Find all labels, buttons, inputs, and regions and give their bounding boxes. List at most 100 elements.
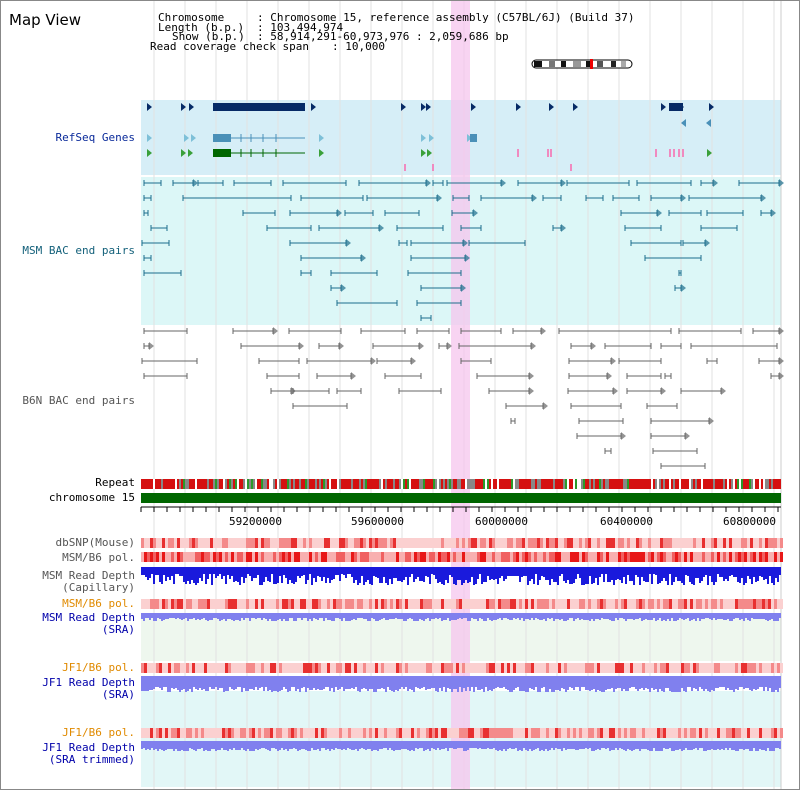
depth-bar xyxy=(213,676,215,689)
depth-bar xyxy=(445,567,447,580)
depth-bar xyxy=(631,567,633,581)
depth-bar xyxy=(197,613,199,619)
heat-segment xyxy=(615,538,618,548)
heat-segment xyxy=(594,663,597,673)
depth-bar xyxy=(509,741,511,748)
repeat-segment xyxy=(251,479,253,489)
repeat-segment xyxy=(435,479,437,489)
depth-bar xyxy=(351,741,353,750)
repeat-segment xyxy=(265,479,267,489)
depth-bar xyxy=(265,613,267,619)
depth-bar xyxy=(155,613,157,621)
track-label-msm-b6-pol-2[interactable]: MSM/B6 pol. xyxy=(62,597,135,610)
depth-bar xyxy=(431,567,433,574)
depth-bar xyxy=(287,613,289,621)
heat-segment xyxy=(459,728,462,738)
heat-segment xyxy=(396,599,399,609)
track-label-msm-depth-sra-line1[interactable]: MSM Read Depth xyxy=(42,611,135,624)
heat-segment xyxy=(378,599,381,609)
heat-segment xyxy=(555,663,558,673)
depth-bar xyxy=(459,676,461,687)
heat-segment xyxy=(597,663,600,673)
repeat-segment xyxy=(679,479,681,489)
heat-segment xyxy=(402,663,405,673)
depth-bar xyxy=(301,613,303,620)
track-label-jf1-depth-trim-line1[interactable]: JF1 Read Depth xyxy=(42,741,135,754)
depth-bar xyxy=(217,676,219,690)
heat-segment xyxy=(627,538,630,548)
depth-bar xyxy=(571,741,573,749)
track-label-b6n-bac[interactable]: B6N BAC end pairs xyxy=(22,394,135,407)
track-label-jf1-b6-pol-1[interactable]: JF1/B6 pol. xyxy=(62,661,135,674)
repeat-segment xyxy=(643,479,645,489)
track-label-dbsnp[interactable]: dbSNP(Mouse) xyxy=(55,536,135,549)
depth-bar xyxy=(601,741,603,748)
heat-segment xyxy=(531,663,534,673)
depth-bar xyxy=(261,567,263,585)
track-label-msm-b6-pol-1[interactable]: MSM/B6 pol. xyxy=(62,551,135,564)
depth-bar xyxy=(641,676,643,688)
repeat-segment xyxy=(585,479,587,489)
heat-segment xyxy=(744,728,747,738)
gene-arrow xyxy=(401,103,406,111)
heat-segment xyxy=(276,538,279,548)
heat-segment xyxy=(162,728,165,738)
heat-segment xyxy=(486,663,489,673)
depth-bar xyxy=(777,567,779,582)
depth-bar xyxy=(505,741,507,751)
heat-segment xyxy=(336,552,339,562)
repeat-segment xyxy=(617,479,619,489)
track-label-jf1-b6-pol-2[interactable]: JF1/B6 pol. xyxy=(62,726,135,739)
heat-segment xyxy=(633,728,636,738)
depth-bar xyxy=(273,613,275,621)
depth-bar xyxy=(313,567,315,578)
heat-segment xyxy=(219,599,222,609)
depth-bar xyxy=(369,741,371,749)
heat-segment xyxy=(753,599,756,609)
track-label-msm-depth-cap-line1[interactable]: MSM Read Depth xyxy=(42,569,135,582)
track-label-msm-bac[interactable]: MSM BAC end pairs xyxy=(22,244,135,257)
track-label-refseq[interactable]: RefSeq Genes xyxy=(55,131,135,144)
repeat-segment xyxy=(253,479,255,489)
heat-segment xyxy=(216,728,219,738)
depth-bar xyxy=(373,567,375,576)
depth-bar xyxy=(725,613,727,620)
depth-bar xyxy=(471,613,473,618)
heat-segment xyxy=(276,728,279,738)
repeat-segment xyxy=(633,479,635,489)
depth-bar xyxy=(195,567,197,585)
heat-segment xyxy=(717,728,720,738)
heat-segment xyxy=(297,663,300,673)
repeat-segment xyxy=(665,479,667,489)
depth-bar xyxy=(645,676,647,688)
depth-bar xyxy=(249,741,251,751)
heat-segment xyxy=(288,663,291,673)
depth-bar xyxy=(627,613,629,619)
gene-marker xyxy=(669,149,671,157)
depth-bar xyxy=(287,741,289,751)
repeat-segment xyxy=(397,479,399,489)
depth-bar xyxy=(349,741,351,749)
depth-bar xyxy=(319,567,321,577)
depth-bar xyxy=(683,741,685,750)
repeat-segment xyxy=(601,479,603,489)
heat-segment xyxy=(222,728,225,738)
heat-segment xyxy=(540,663,543,673)
track-label-repeat[interactable]: Repeat xyxy=(95,476,135,489)
heat-segment xyxy=(522,599,525,609)
depth-bar xyxy=(395,613,397,618)
track-label-jf1-depth-sra-line1[interactable]: JF1 Read Depth xyxy=(42,676,135,689)
heat-segment xyxy=(726,728,729,738)
repeat-segment xyxy=(717,479,719,489)
heat-segment xyxy=(267,552,270,562)
heat-segment xyxy=(264,663,267,673)
depth-bar xyxy=(305,613,307,618)
track-label-chromosome[interactable]: chromosome 15 xyxy=(48,491,135,504)
heat-segment xyxy=(252,728,255,738)
heat-segment xyxy=(699,538,702,548)
depth-bar xyxy=(549,741,551,750)
chromosome-ideogram[interactable] xyxy=(531,54,633,69)
depth-bar xyxy=(377,613,379,621)
depth-bar xyxy=(257,676,259,690)
repeat-segment xyxy=(523,479,525,489)
